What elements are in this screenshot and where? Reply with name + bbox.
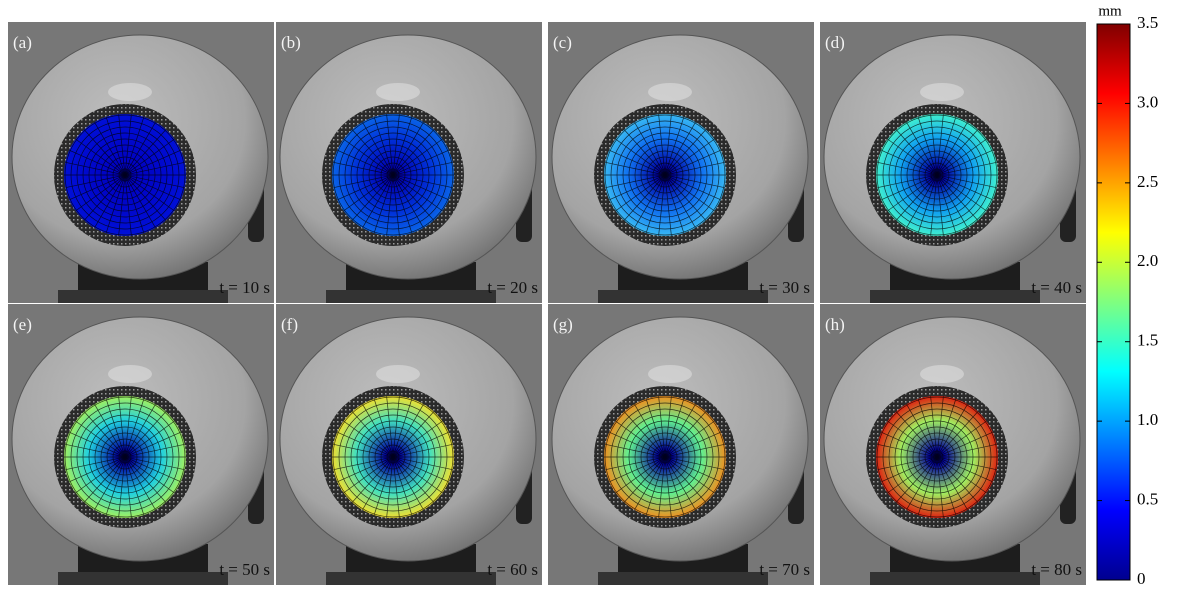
time-label: t = 30 s [759, 278, 810, 297]
panel-label: (b) [281, 33, 301, 52]
time-label: t = 20 s [487, 278, 538, 297]
colorbar-tick-label: 3.5 [1137, 13, 1158, 32]
stand-base [870, 572, 1040, 585]
stand-base [326, 290, 496, 303]
stand-base [870, 290, 1040, 303]
colorbar-tick-label: 0 [1137, 569, 1146, 588]
highlight [920, 365, 964, 383]
panel: (f) t = 60 s [276, 304, 542, 585]
highlight [376, 83, 420, 101]
colorbar-tick-label: 1.0 [1137, 410, 1158, 429]
panel: (d) t = 40 s [820, 22, 1086, 303]
time-label: t = 50 s [219, 560, 270, 579]
panel: (c) t = 30 s [548, 22, 814, 303]
highlight [648, 365, 692, 383]
colorbar-tick-label: 3.0 [1137, 92, 1158, 111]
highlight [648, 83, 692, 101]
panel-label: (g) [553, 315, 573, 334]
panel-label: (c) [553, 33, 572, 52]
colorbar [1097, 24, 1130, 580]
figure: mm (a) t = 10 s (b) t = 20 s (c) t = 30 s (d) t… [0, 0, 1177, 591]
highlight [108, 83, 152, 101]
stand-base [58, 290, 228, 303]
panel-label: (a) [13, 33, 32, 52]
panel: (b) t = 20 s [276, 22, 542, 303]
stand-base [598, 572, 768, 585]
colorbar-tick-label: 2.0 [1137, 251, 1158, 270]
time-label: t = 40 s [1031, 278, 1082, 297]
colorbar-tick-label: 0.5 [1137, 489, 1158, 508]
panel-label: (e) [13, 315, 32, 334]
colorbar-tick-label: 2.5 [1137, 172, 1158, 191]
time-label: t = 70 s [759, 560, 810, 579]
time-label: t = 80 s [1031, 560, 1082, 579]
stand-base [58, 572, 228, 585]
panel-label: (h) [825, 315, 845, 334]
colorbar-tick-label: 1.5 [1137, 331, 1158, 350]
panel-label: (d) [825, 33, 845, 52]
colorbar-unit: mm [1098, 3, 1122, 19]
panel: (g) t = 70 s [548, 304, 814, 585]
stand-base [598, 290, 768, 303]
panel: (a) t = 10 s [8, 22, 274, 303]
stand-base [326, 572, 496, 585]
panel: (e) t = 50 s [8, 304, 274, 585]
highlight [920, 83, 964, 101]
panel-label: (f) [281, 315, 298, 334]
highlight [108, 365, 152, 383]
time-label: t = 60 s [487, 560, 538, 579]
time-label: t = 10 s [219, 278, 270, 297]
panel: (h) t = 80 s [820, 304, 1086, 585]
highlight [376, 365, 420, 383]
